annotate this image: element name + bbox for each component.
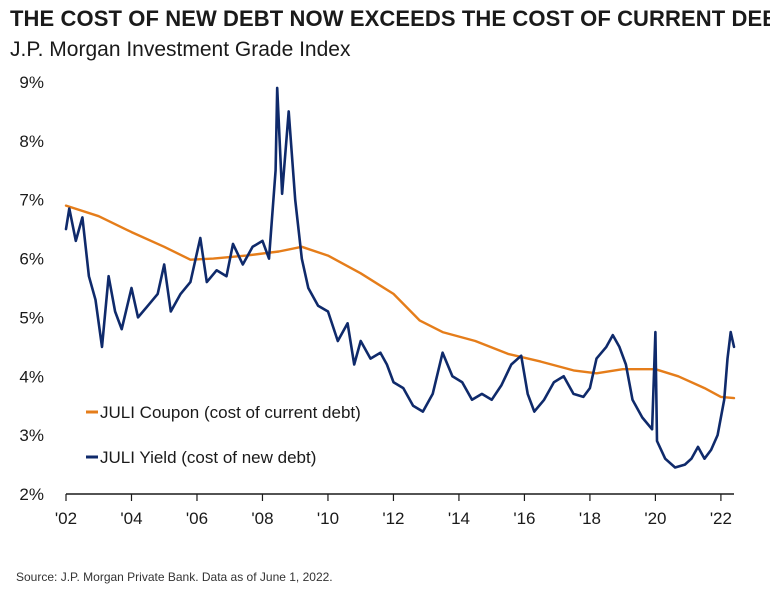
x-tick-label: '10 [317, 509, 339, 528]
x-tick-label: '02 [55, 509, 77, 528]
x-tick-label: '08 [251, 509, 273, 528]
y-tick-label: 3% [19, 426, 44, 445]
legend-yield-label: JULI Yield (cost of new debt) [100, 448, 316, 467]
x-tick-label: '14 [448, 509, 470, 528]
chart-subtitle: J.P. Morgan Investment Grade Index [10, 38, 351, 61]
y-tick-label: 9% [19, 73, 44, 92]
y-tick-label: 7% [19, 191, 44, 210]
y-tick-label: 2% [19, 485, 44, 504]
x-tick-label: '18 [579, 509, 601, 528]
y-axis-ticks: 2% 3% 4% 5% 6% 7% 8% 9% [19, 73, 44, 504]
y-tick-label: 5% [19, 308, 44, 327]
source-note: Source: J.P. Morgan Private Bank. Data a… [16, 570, 333, 584]
y-tick-label: 8% [19, 132, 44, 151]
x-tick-label: '12 [382, 509, 404, 528]
x-tick-label: '20 [644, 509, 666, 528]
x-tick-label: '04 [120, 509, 142, 528]
legend: JULI Coupon (cost of current debt) JULI Y… [86, 403, 361, 467]
y-tick-label: 4% [19, 367, 44, 386]
series-lines [64, 86, 736, 469]
x-tick-label: '22 [710, 509, 732, 528]
legend-coupon-label: JULI Coupon (cost of current debt) [100, 403, 361, 422]
chart-title: THE COST OF NEW DEBT NOW EXCEEDS THE COS… [10, 6, 770, 31]
yield-series-line [64, 86, 736, 469]
x-axis-ticks: '02 '04 '06 '08 '10 '12 '14 '16 '18 '20 '22 [55, 494, 732, 528]
x-tick-label: '16 [513, 509, 535, 528]
y-tick-label: 6% [19, 250, 44, 269]
coupon-series-line [64, 204, 736, 400]
x-tick-label: '06 [186, 509, 208, 528]
